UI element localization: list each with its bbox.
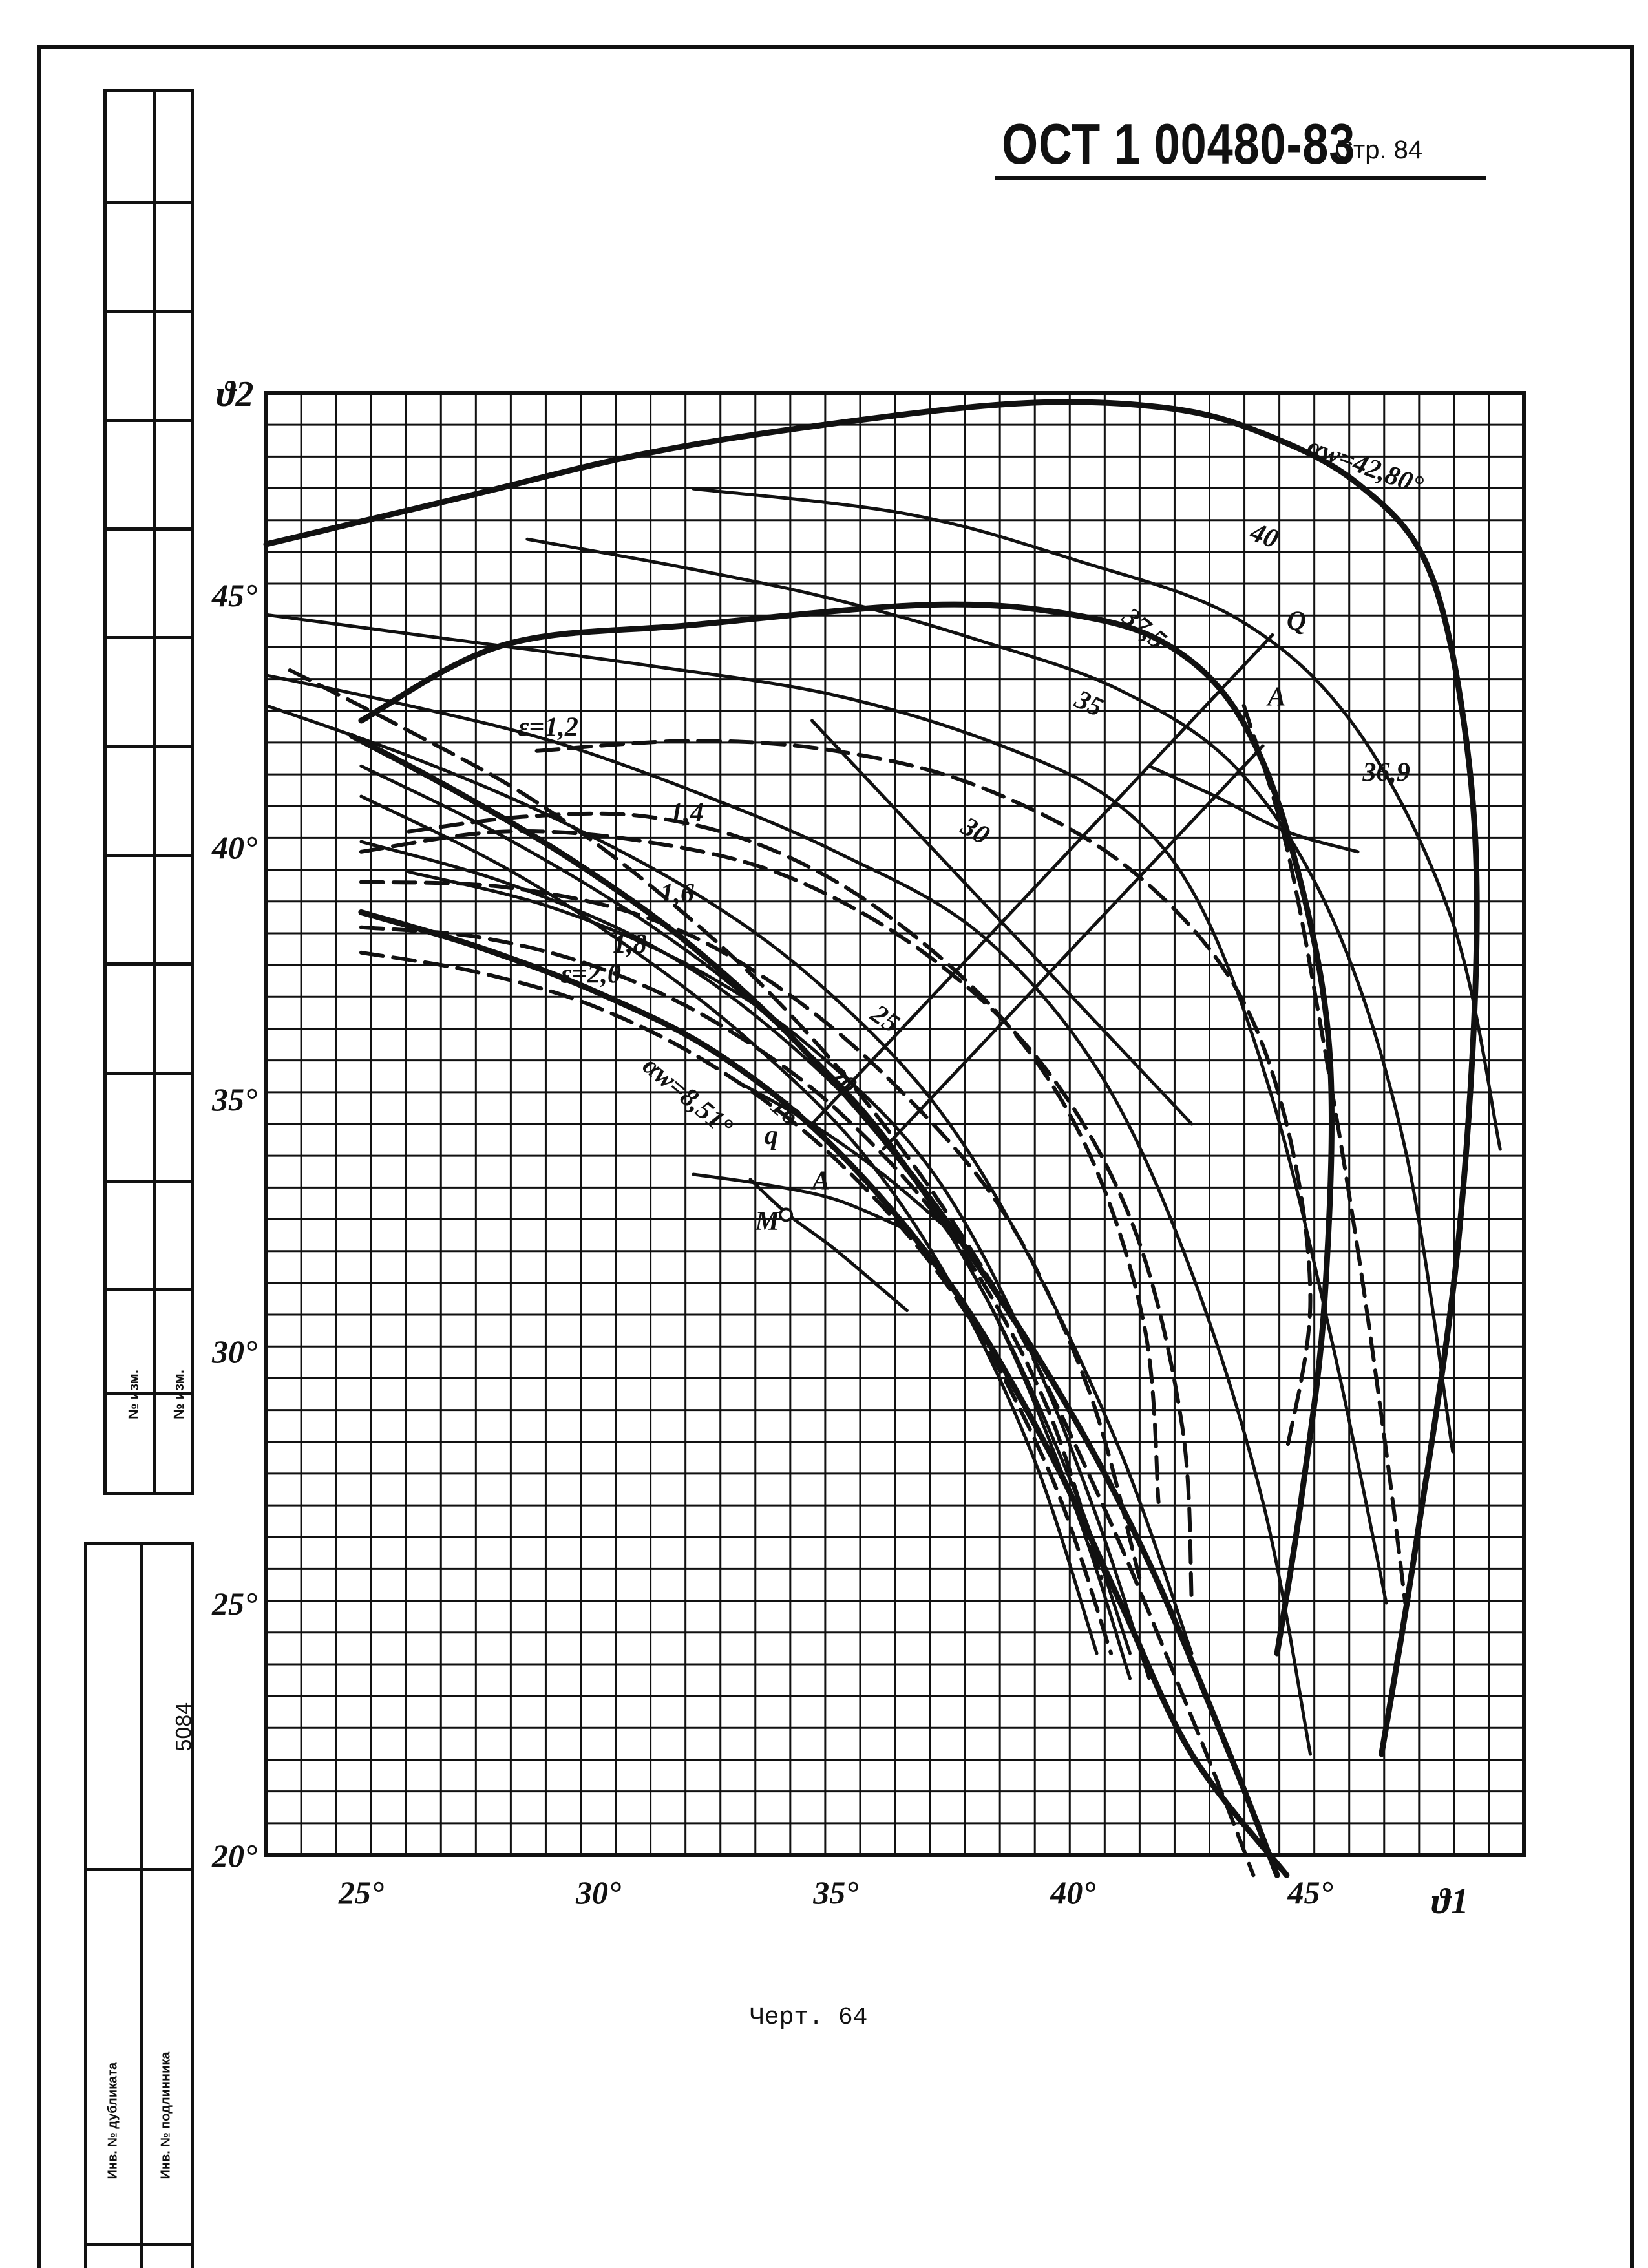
curve-A [882,744,1265,1151]
curve-36-9 [1147,764,1360,854]
curve-M [748,1178,909,1313]
y-tick-label: 30° [211,1333,257,1370]
curve-unlabeled [1241,703,1408,1605]
curve-A [692,1172,909,1232]
curve--w-42-80- [263,399,1480,1757]
x-tick-label: 35° [812,1874,858,1911]
curve-label: M [754,1207,780,1236]
x-tick-label: 40° [1050,1874,1095,1911]
x-tick-label: 25° [338,1874,384,1911]
curve--2-0 [359,950,1114,1655]
curve-unlabeled [810,719,1194,1126]
curve-label: Q [1287,607,1306,637]
y-axis-label: ϑ2 [217,374,254,414]
x-tick-label: 30° [575,1874,621,1911]
point-marker [779,1207,794,1222]
drawing-frame [37,45,1634,2268]
curve-label: 30 [955,811,994,851]
chart-series [263,399,1502,1878]
curve-label: 36,9 [1362,758,1410,788]
curve-unlabeled [358,601,1335,1657]
x-axis-label: ϑ1 [1431,1881,1469,1922]
curve-30 [264,673,1312,1756]
y-tick-label: 35° [211,1081,257,1118]
curve-label: q [765,1121,778,1150]
chart-ticks: 25° 30° 35° 40° 45° 20° 25° 30° 35° 40° 45° [211,577,1333,1911]
curve-Q [810,633,1274,1126]
x-tick-label: 45° [1287,1874,1333,1911]
curve-unlabeled [407,870,1151,1680]
curve-unlabeled [288,668,1256,1878]
curve-1-6 [359,880,1142,1580]
chart-grid [264,391,1526,1857]
curve-35 [264,613,1388,1605]
curve-label: 1,4 [670,798,704,828]
curve-1-8 [359,925,1104,1580]
y-tick-label: 40° [211,829,257,865]
curve-label: A [810,1166,830,1196]
curve-q [739,1082,956,1237]
header-rule [995,176,1486,180]
curve-label: 40 [1246,517,1282,555]
curve-25 [264,704,1194,1655]
page-label: Стр. 84 [1335,136,1423,164]
document-number: ОСТ 1 00480-83 [1002,112,1356,176]
side-stamp-upper: № изм. № изм. [103,89,194,1495]
figure-caption: Черт. 64 [750,2004,868,2031]
curve-label: 35 [1070,684,1107,723]
curve-label: 20 [821,1061,862,1101]
curve-40 [692,487,1502,1151]
curve-label: αw=8,51° [637,1051,738,1143]
y-tick-label: 45° [211,577,257,613]
side-stamp-lower: 5084 Инв. № дубликата Инв. № подлинника [84,1542,196,2268]
curve-label: 1,6 [660,879,695,909]
curve-16 [359,794,1099,1655]
document-header: ОСТ 1 00480-83 Стр. 84 [995,111,1486,181]
curve-label: ε=1,2 [518,712,578,742]
curve-label: A [1265,683,1285,712]
curve-1-4 [359,829,1194,1605]
curve-label: ε=2,0 [560,960,621,990]
curve--1-2 [534,739,1313,1454]
curve-20 [359,764,1132,1655]
curve-37-5 [525,537,1455,1454]
y-tick-label: 20° [211,1838,257,1874]
curve--w-8-51- [358,909,1290,1878]
y-tick-label: 25° [211,1585,257,1622]
curve-label: 1,8 [613,929,647,959]
curve-unlabeled [407,811,1161,1504]
plot-border [264,391,1526,1857]
